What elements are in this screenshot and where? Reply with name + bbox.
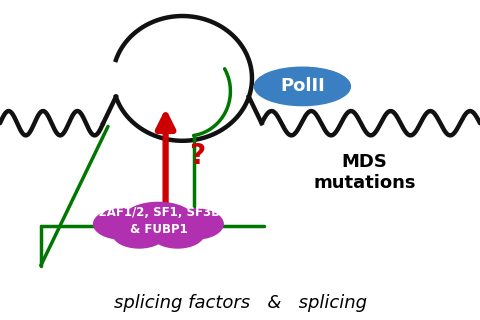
- Ellipse shape: [151, 219, 204, 248]
- Ellipse shape: [125, 202, 192, 233]
- Ellipse shape: [113, 219, 166, 248]
- Text: splicing factors   &   splicing: splicing factors & splicing: [113, 294, 367, 312]
- Text: U2AF1/2, SF1, SF3B1
& FUBP1: U2AF1/2, SF1, SF3B1 & FUBP1: [89, 206, 228, 236]
- Ellipse shape: [166, 209, 223, 239]
- Text: PolII: PolII: [280, 77, 325, 95]
- Ellipse shape: [94, 209, 151, 239]
- Ellipse shape: [254, 67, 350, 106]
- Text: MDS
mutations: MDS mutations: [313, 153, 416, 192]
- Text: ?: ?: [189, 142, 205, 170]
